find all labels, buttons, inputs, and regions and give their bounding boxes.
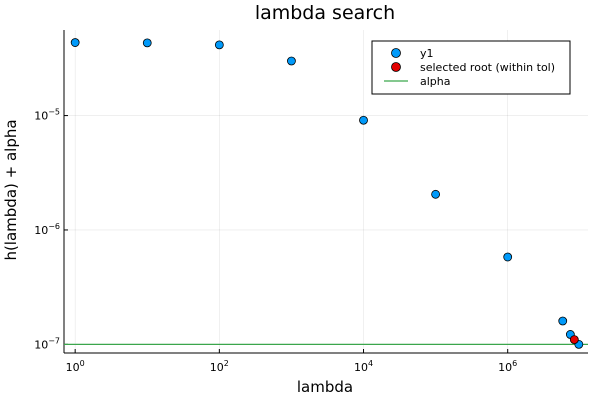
legend-label-selected-root: selected root (within tol) [420,61,555,74]
y-tick-label: 10−6 [34,222,60,237]
y1-point [503,252,513,262]
plot-area [64,38,588,349]
legend-label-alpha: alpha [420,75,451,88]
selected-root-point [569,335,579,345]
y1-point [287,56,296,66]
legend-marker-y1 [391,48,401,58]
x-tick-label: 102 [210,359,229,374]
y1-point [70,38,80,47]
x-tick-label: 104 [354,359,373,374]
y-tick-label: 10−5 [34,108,60,123]
ticks: 100 102 104 106 10−7 10−6 10−5 [34,108,517,374]
y1-point [359,115,368,125]
legend-marker-selected-root [391,62,401,72]
legend-label-y1: y1 [420,47,434,60]
axes-frame [63,30,588,354]
y1-point [558,316,568,326]
chart-title: lambda search [255,2,395,24]
legend-box [371,40,571,95]
x-tick-label: 106 [498,359,517,374]
y1-point [142,38,152,48]
y1-point [214,40,224,50]
y1-point [431,189,441,199]
x-tick-label: 100 [66,359,85,374]
y-tick-label: 10−7 [34,336,60,351]
y-axis-label: h(lambda) + alpha [2,119,20,260]
x-axis-label: lambda [297,378,353,396]
